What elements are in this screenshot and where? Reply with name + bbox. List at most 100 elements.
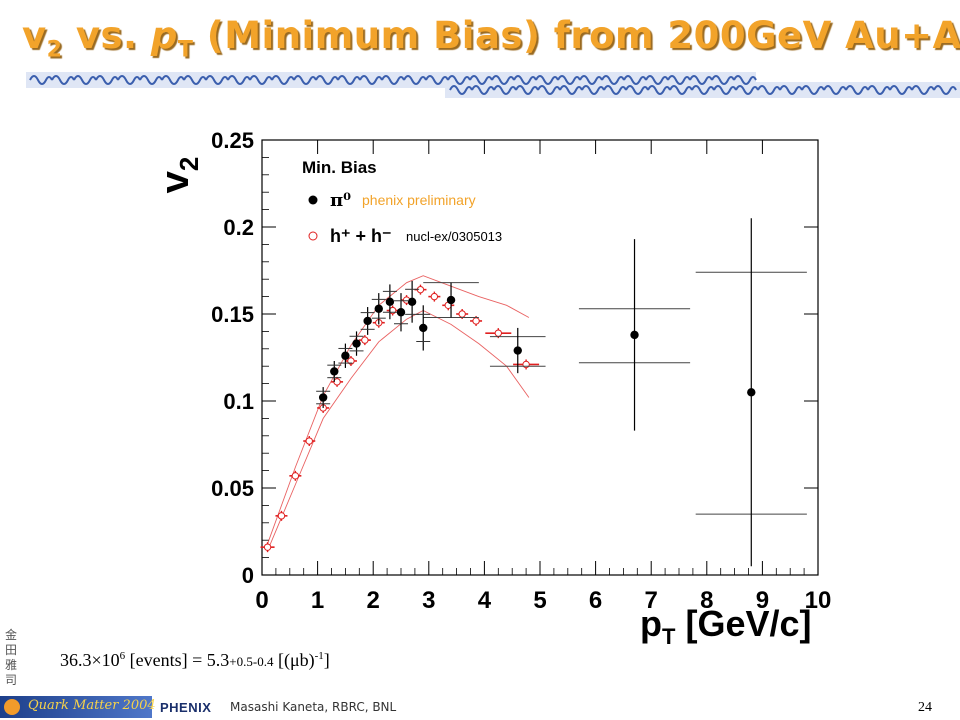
x-tick-label: 0	[255, 587, 268, 614]
hadron-point	[291, 472, 300, 480]
decorative-squiggle	[823, 85, 847, 95]
decorative-squiggle	[51, 75, 75, 85]
pi0-point	[318, 393, 328, 402]
decorative-squiggle	[689, 75, 713, 85]
pi0-point	[363, 316, 372, 326]
decorative-squiggle	[183, 75, 207, 85]
pi0-point	[352, 339, 361, 348]
decorative-squiggle	[625, 85, 649, 95]
decorative-squiggle	[227, 75, 251, 85]
decorative-squiggle	[73, 75, 97, 85]
y-tick-label: 0.05	[211, 476, 254, 501]
decorative-squiggle	[757, 85, 781, 95]
x-axis-label: pT [GeV/c]	[640, 603, 812, 649]
y-tick-label: 0.2	[223, 215, 254, 240]
decorative-squiggle	[933, 85, 957, 95]
x-tick-label: 7	[645, 587, 658, 614]
decorative-squiggle	[271, 75, 295, 85]
x-tick-label: 5	[533, 587, 546, 614]
decorative-squiggle	[581, 85, 605, 95]
pi0-point	[341, 351, 350, 360]
decorative-squiggle	[513, 75, 537, 85]
decorative-squiggle	[139, 75, 163, 85]
decorative-squiggle	[845, 85, 869, 95]
legend-hadron-marker	[308, 231, 318, 241]
decorative-squiggle	[559, 85, 583, 95]
decorative-squiggle	[911, 85, 935, 95]
decorative-squiggle	[315, 75, 339, 85]
pi0-point	[407, 297, 417, 307]
hadron-point	[263, 543, 272, 551]
hadron-point	[277, 512, 286, 520]
decorative-squiggle	[493, 85, 517, 95]
decorative-squiggle	[95, 75, 119, 85]
decorative-squiggle	[603, 85, 627, 95]
legend-header: Min. Bias	[302, 158, 377, 177]
page-number: 24	[918, 700, 932, 715]
legend-pi0-marker	[308, 195, 318, 205]
decorative-squiggle	[337, 75, 361, 85]
y-axis-label: v2	[153, 157, 204, 194]
pi0-point	[385, 297, 395, 307]
decorative-squiggle	[667, 75, 691, 85]
decorative-squiggle	[293, 75, 317, 85]
decorative-squiggle	[449, 85, 473, 95]
decorative-squiggle	[779, 85, 803, 95]
pi0-point	[513, 346, 522, 355]
decorative-squiggle	[359, 75, 383, 85]
decorative-squiggle	[205, 75, 229, 85]
decorative-squiggle	[381, 75, 405, 85]
decorative-squiggle	[647, 85, 671, 95]
y-tick-label: 0.25	[211, 128, 254, 153]
hadron-point	[361, 336, 369, 344]
decorative-squiggle	[601, 75, 625, 85]
x-tick-label: 2	[367, 587, 380, 614]
luminosity-note: 36.3×106 [events] = 5.3+0.5-0.4 [(μb)-1]	[60, 650, 330, 670]
hadron-point	[430, 292, 439, 301]
decorative-squiggle	[557, 75, 581, 85]
decorative-squiggle	[161, 75, 185, 85]
quark-matter-logo: Quark Matter 2004	[0, 696, 156, 718]
y-tick-label: 0.1	[223, 389, 254, 414]
pi0-point	[446, 295, 456, 305]
pi0-point	[419, 323, 428, 333]
decorative-squiggle	[889, 85, 913, 95]
author-kanji: 金田雅司	[4, 628, 17, 687]
x-tick-label: 4	[478, 587, 492, 614]
x-tick-label: 6	[589, 587, 602, 614]
x-tick-label: 1	[311, 587, 324, 614]
decorative-squiggle	[469, 75, 493, 85]
x-tick-label: 3	[422, 587, 435, 614]
decorative-squiggle	[579, 75, 603, 85]
decorative-squiggle	[713, 85, 737, 95]
decorative-squiggle	[491, 75, 515, 85]
decorative-squiggle	[733, 75, 757, 85]
decorative-squiggle	[535, 75, 559, 85]
decorative-band	[26, 72, 960, 98]
x-tick-label: 9	[756, 587, 769, 614]
footer-author: Masashi Kaneta, RBRC, BNL	[230, 700, 397, 714]
decorative-squiggle	[645, 75, 669, 85]
annotation-preliminary: phenix preliminary	[362, 192, 476, 208]
legend-hadron-label: h⁺ + h⁻	[330, 226, 392, 246]
y-tick-label: 0.15	[211, 302, 254, 327]
sun-icon	[4, 699, 20, 715]
decorative-squiggle	[425, 75, 449, 85]
decorative-squiggle	[669, 85, 693, 95]
y-tick-label: 0	[242, 563, 254, 588]
decorative-squiggle	[471, 85, 495, 95]
hadron-band-upper	[267, 275, 530, 544]
annotation-reference: nucl-ex/0305013	[406, 229, 502, 244]
hadron-band-lower	[267, 309, 530, 551]
decorative-squiggle	[249, 75, 273, 85]
decorative-squiggle	[801, 85, 825, 95]
hadron-point	[458, 310, 466, 318]
decorative-squiggle	[867, 85, 891, 95]
hadron-point	[472, 317, 480, 325]
pi0-point	[396, 308, 406, 317]
pi0-point	[374, 304, 383, 313]
decorative-squiggle	[735, 85, 759, 95]
slide-title: v2 vs. pT (Minimum Bias) from 200GeV Au+…	[22, 14, 960, 63]
decorative-squiggle	[515, 85, 539, 95]
